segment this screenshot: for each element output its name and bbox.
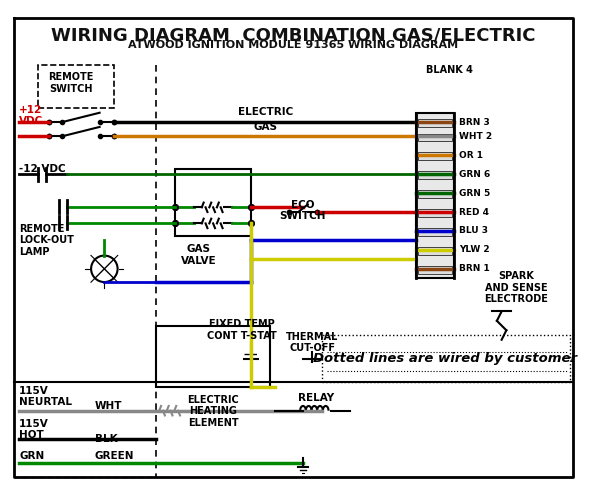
- Text: BRN 3: BRN 3: [459, 118, 490, 126]
- Bar: [418, 120, 452, 127]
- Bar: [157, 325, 270, 387]
- Text: ATWOOD IGNITION MODULE 91365 WIRING DIAGRAM: ATWOOD IGNITION MODULE 91365 WIRING DIAG…: [128, 40, 458, 50]
- Text: Dotted lines are wired by customer: Dotted lines are wired by customer: [313, 352, 577, 365]
- Bar: [418, 228, 452, 236]
- Text: THERMAL
CUT-OFF: THERMAL CUT-OFF: [286, 332, 338, 353]
- Text: RELAY: RELAY: [298, 393, 334, 403]
- Text: GRN 6: GRN 6: [459, 170, 490, 179]
- Text: RED 4: RED 4: [459, 207, 489, 217]
- Text: GAS: GAS: [253, 122, 277, 131]
- Text: SPARK
AND SENSE
ELECTRODE: SPARK AND SENSE ELECTRODE: [484, 271, 548, 305]
- Text: ECO
SWITCH: ECO SWITCH: [280, 200, 326, 221]
- Bar: [418, 190, 452, 198]
- Text: GRN: GRN: [19, 451, 44, 461]
- Text: GAS
VALVE: GAS VALVE: [181, 244, 217, 266]
- Text: ELECTRIC: ELECTRIC: [238, 108, 293, 118]
- Bar: [416, 113, 454, 278]
- Text: REMOTE
SWITCH: REMOTE SWITCH: [49, 72, 94, 94]
- Text: 115V
NEURTAL: 115V NEURTAL: [19, 386, 72, 407]
- Text: BLU 3: BLU 3: [459, 227, 488, 236]
- Text: WHT 2: WHT 2: [459, 132, 492, 141]
- Text: OR 1: OR 1: [459, 151, 483, 160]
- Text: -12 VDC: -12 VDC: [19, 165, 66, 175]
- Text: REMOTE
LOCK-OUT
LAMP: REMOTE LOCK-OUT LAMP: [19, 224, 74, 257]
- Bar: [322, 335, 570, 382]
- Bar: [418, 209, 452, 217]
- Text: WHT: WHT: [95, 401, 122, 411]
- Bar: [38, 65, 114, 108]
- Bar: [418, 266, 452, 273]
- Text: GRN 5: GRN 5: [459, 188, 490, 197]
- Text: BLANK 4: BLANK 4: [426, 65, 473, 75]
- Text: +12
VDC: +12 VDC: [19, 105, 43, 126]
- Text: FIXED TEMP
CONT T-STAT: FIXED TEMP CONT T-STAT: [206, 319, 277, 341]
- Bar: [175, 170, 251, 236]
- Text: ELECTRIC
HEATING
ELEMENT: ELECTRIC HEATING ELEMENT: [187, 395, 239, 428]
- Text: YLW 2: YLW 2: [459, 246, 490, 254]
- Text: GREEN: GREEN: [95, 451, 134, 461]
- Bar: [418, 152, 452, 160]
- Bar: [418, 247, 452, 254]
- Text: BLK: BLK: [95, 434, 118, 444]
- Text: WIRING DIAGRAM  COMBINATION GAS/ELECTRIC: WIRING DIAGRAM COMBINATION GAS/ELECTRIC: [51, 27, 536, 45]
- Text: 115V
HOT: 115V HOT: [19, 419, 49, 440]
- Text: BRN 1: BRN 1: [459, 264, 490, 273]
- Bar: [418, 172, 452, 179]
- Bar: [418, 133, 452, 141]
